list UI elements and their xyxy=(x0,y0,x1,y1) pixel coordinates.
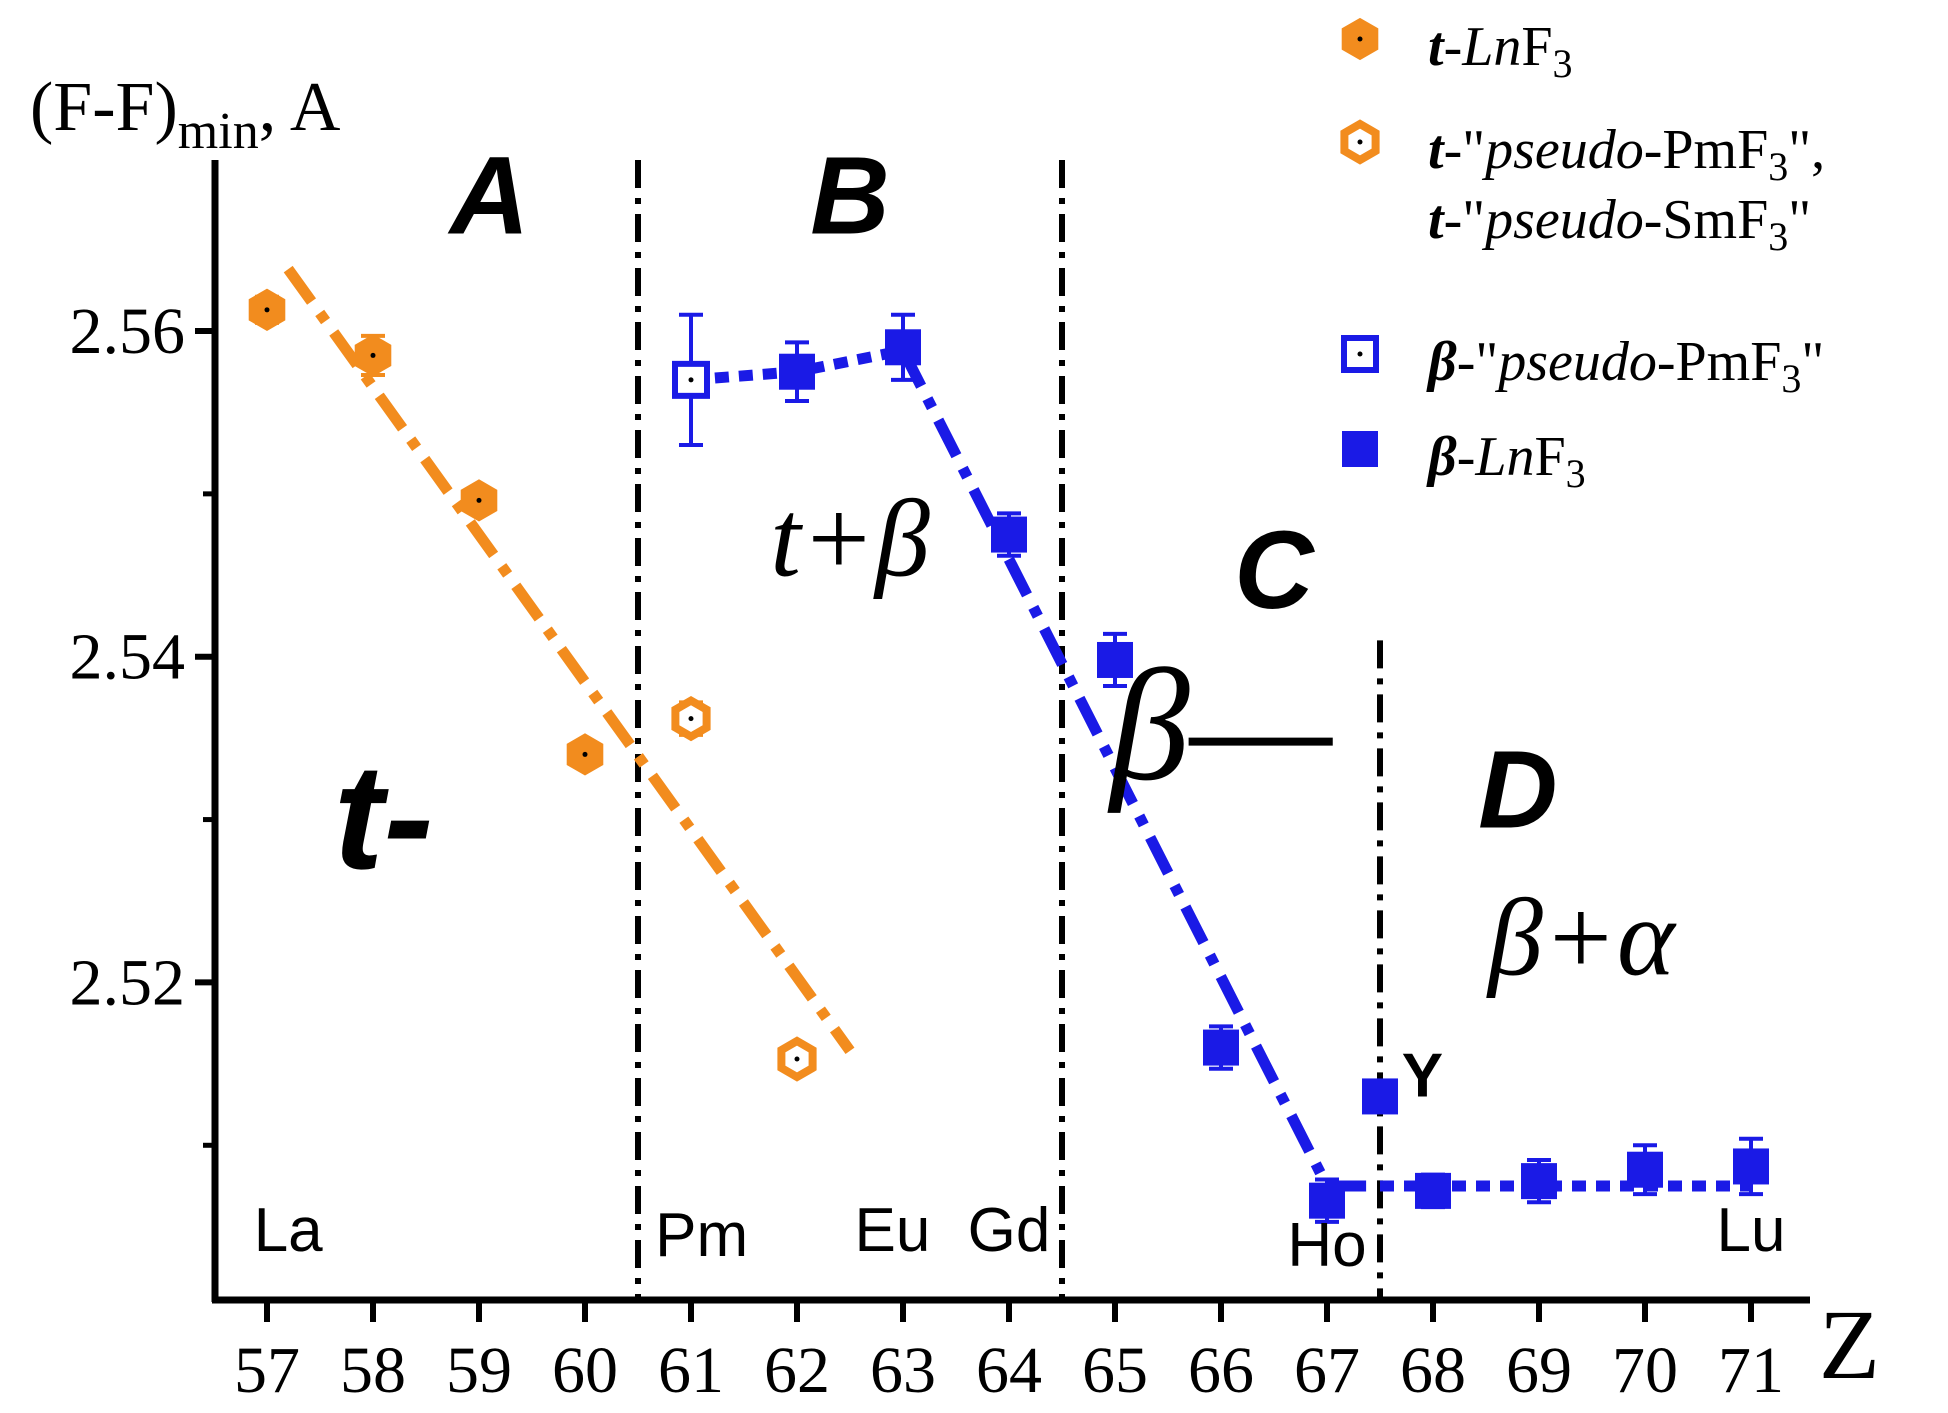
legend-entry-text: β-"pseudo-PmF3" xyxy=(1426,331,1824,401)
phase-label: β— xyxy=(1107,636,1334,814)
x-tick-label: 60 xyxy=(552,1334,618,1407)
element-label: Pm xyxy=(655,1201,748,1270)
data-point xyxy=(1203,1029,1239,1066)
data-point xyxy=(885,329,921,366)
data-point-center xyxy=(688,377,694,383)
data-points xyxy=(248,288,1769,1224)
y-tick-label: 2.52 xyxy=(70,946,186,1019)
legend-entry-text: t-"pseudo-SmF3" xyxy=(1428,189,1811,259)
data-point xyxy=(1627,1151,1663,1188)
data-point xyxy=(991,516,1027,553)
element-label: La xyxy=(254,1196,323,1265)
fit-lines xyxy=(283,265,1751,1192)
data-point xyxy=(1309,1182,1345,1219)
phase-label: t- xyxy=(334,732,434,900)
data-point-center xyxy=(370,352,376,358)
x-tick-label: 58 xyxy=(340,1334,406,1407)
x-tick-label: 69 xyxy=(1506,1334,1572,1407)
element-label: Y xyxy=(1402,1041,1443,1110)
data-point-center xyxy=(582,751,588,757)
y-tick-label: 2.56 xyxy=(70,295,186,368)
data-point xyxy=(672,360,710,399)
legend-entry-text: β-LnF3 xyxy=(1426,426,1586,496)
legend-marker xyxy=(1342,431,1378,467)
data-point xyxy=(1097,641,1133,678)
x-tick-label: 65 xyxy=(1082,1334,1148,1407)
data-point-center xyxy=(794,1056,800,1062)
x-tick-label: 70 xyxy=(1612,1334,1678,1407)
region-label: C xyxy=(1234,509,1315,632)
legend-entry-text: t-"pseudo-PmF3", xyxy=(1428,119,1825,189)
y-tick-label: 2.54 xyxy=(70,621,186,694)
legend: t-LnF3 t-"pseudo-PmF3",t-"pseudo-SmF3" β-"… xyxy=(1340,16,1825,496)
annotations: A B C Dt-t+β β— β+α La Pm Eu Gd Ho Lu Y xyxy=(254,134,1786,1280)
phase-label: β+α xyxy=(1486,876,1677,998)
element-label: Eu xyxy=(854,1196,930,1265)
y-axis-title: (F-F)min, A xyxy=(30,69,341,160)
data-point xyxy=(1733,1148,1769,1185)
element-label: Gd xyxy=(968,1196,1051,1265)
fit-line xyxy=(283,265,855,1055)
x-tick-label: 62 xyxy=(764,1334,830,1407)
legend-marker-center xyxy=(1357,351,1363,357)
data-point xyxy=(1362,1078,1398,1115)
legend-marker-center xyxy=(1357,139,1363,145)
x-tick-label: 68 xyxy=(1400,1334,1466,1407)
element-label: Ho xyxy=(1287,1211,1366,1280)
data-point-center xyxy=(688,716,694,722)
data-point-center xyxy=(264,307,270,313)
x-tick-label: 63 xyxy=(870,1334,936,1407)
legend-entry-text: t-LnF3 xyxy=(1428,16,1573,86)
x-axis-title: Z xyxy=(1819,1289,1880,1400)
data-point xyxy=(1415,1172,1451,1209)
x-tick-label: 71 xyxy=(1718,1334,1784,1407)
x-tick-label: 66 xyxy=(1188,1334,1254,1407)
data-point xyxy=(779,353,815,390)
data-point-center xyxy=(476,497,482,503)
axes: 2.52 2.54 2.56 57 58 59 60 61 62 63 64 65 66 67 68 69 70… xyxy=(30,69,1880,1407)
region-label: B xyxy=(810,134,889,257)
region-label: D xyxy=(1478,729,1557,852)
x-tick-label: 59 xyxy=(446,1334,512,1407)
region-label: A xyxy=(447,134,529,257)
legend-marker-center xyxy=(1357,36,1363,42)
x-tick-label: 64 xyxy=(976,1334,1042,1407)
x-tick-label: 57 xyxy=(234,1334,300,1407)
element-label: Lu xyxy=(1717,1196,1786,1265)
data-point xyxy=(1521,1163,1557,1200)
x-tick-label: 67 xyxy=(1294,1334,1360,1407)
x-tick-label: 61 xyxy=(658,1334,724,1407)
phase-label: t+β xyxy=(770,477,930,599)
